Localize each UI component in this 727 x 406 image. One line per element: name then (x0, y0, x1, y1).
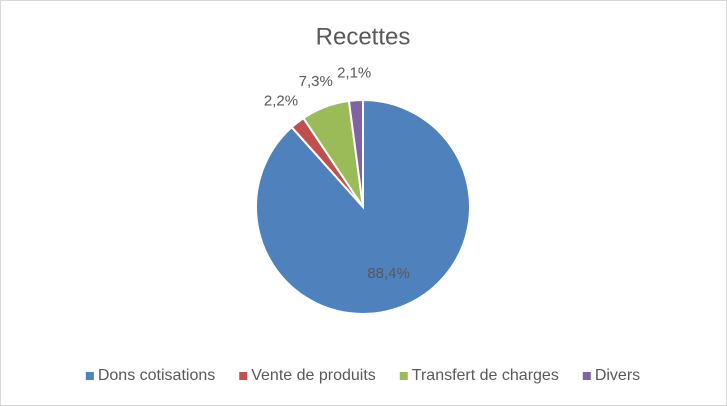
legend-label: Divers (595, 367, 640, 384)
data-label: 7,3% (299, 73, 333, 90)
legend-label: Dons cotisations (98, 367, 215, 384)
legend-marker (582, 372, 591, 380)
legend-label: Vente de produits (251, 367, 376, 384)
legend-marker (239, 372, 248, 380)
legend-marker (399, 372, 408, 380)
data-label: 88,4% (367, 265, 410, 282)
legend-label: Transfert de charges (412, 367, 559, 384)
legend-marker (85, 372, 94, 380)
data-label: 2,1% (337, 65, 371, 82)
pie-slice (347, 98, 364, 208)
data-label: 2,2% (264, 92, 298, 109)
chart-title: Recettes (316, 23, 411, 50)
